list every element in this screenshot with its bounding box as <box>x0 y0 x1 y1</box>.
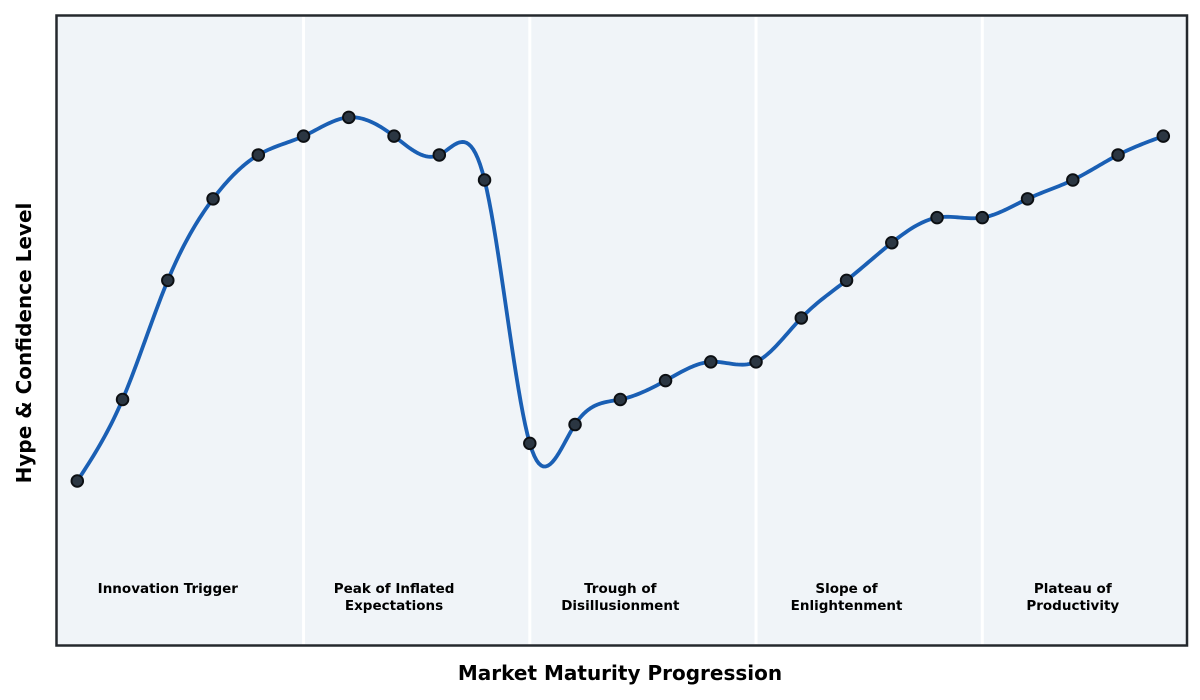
data-point-marker <box>613 392 628 407</box>
phase-label-trough-of-disillusionment: Trough of Disillusionment <box>561 581 679 615</box>
phase-label-plateau-of-productivity: Plateau of Productivity <box>1026 581 1119 615</box>
data-point-marker <box>568 417 582 432</box>
data-point-marker <box>206 192 220 206</box>
phase-band-2 <box>303 16 530 645</box>
phase-label-line: Expectations <box>344 598 444 614</box>
data-point-marker <box>704 355 718 369</box>
data-point-marker <box>296 129 311 143</box>
data-point-marker <box>477 173 492 187</box>
data-point-marker <box>1020 192 1035 206</box>
data-point-marker <box>1066 173 1080 187</box>
data-point-marker <box>1111 148 1125 162</box>
phase-label-line: Productivity <box>1026 598 1120 614</box>
phase-label-line: Disillusionment <box>561 598 680 614</box>
data-point-marker <box>523 436 537 451</box>
data-point-marker <box>342 110 356 125</box>
data-point-marker <box>839 273 854 288</box>
phase-label-line: Trough of <box>584 581 657 597</box>
data-point-marker <box>885 235 899 250</box>
phase-label-line: Peak of Inflated <box>333 581 455 597</box>
data-point-marker <box>975 210 990 225</box>
plot-frame <box>55 14 1189 647</box>
phase-label-peak-of-inflated-expectations: Peak of Inflated Expectations <box>334 581 455 615</box>
data-point-marker <box>251 148 266 162</box>
data-point-marker <box>432 148 447 162</box>
data-point-marker <box>115 392 130 407</box>
data-point-marker <box>70 474 85 488</box>
phase-band-1 <box>57 16 304 645</box>
data-point-marker <box>658 373 673 388</box>
data-point-marker <box>161 273 175 288</box>
data-point-marker <box>794 311 809 325</box>
phase-band-3 <box>529 16 757 645</box>
phase-label-innovation-trigger: Innovation Trigger <box>98 581 238 598</box>
phase-label-line: Slope of <box>815 581 878 597</box>
phase-label-line: Plateau of <box>1033 581 1112 597</box>
data-point-marker <box>1156 129 1171 143</box>
phase-label-slope-of-enlightenment: Slope of Enlightenment <box>791 581 903 615</box>
data-point-marker <box>749 355 763 369</box>
phase-label-line: Enlightenment <box>790 598 903 614</box>
phase-label-line: Innovation Trigger <box>97 581 238 597</box>
data-point-marker <box>387 129 401 143</box>
y-axis-label: Hype & Confidence Level <box>12 202 36 484</box>
phase-band-5 <box>982 16 1186 645</box>
data-point-marker <box>930 210 944 225</box>
phase-band-4 <box>756 16 983 645</box>
x-axis-label: Market Maturity Progression <box>457 661 783 685</box>
